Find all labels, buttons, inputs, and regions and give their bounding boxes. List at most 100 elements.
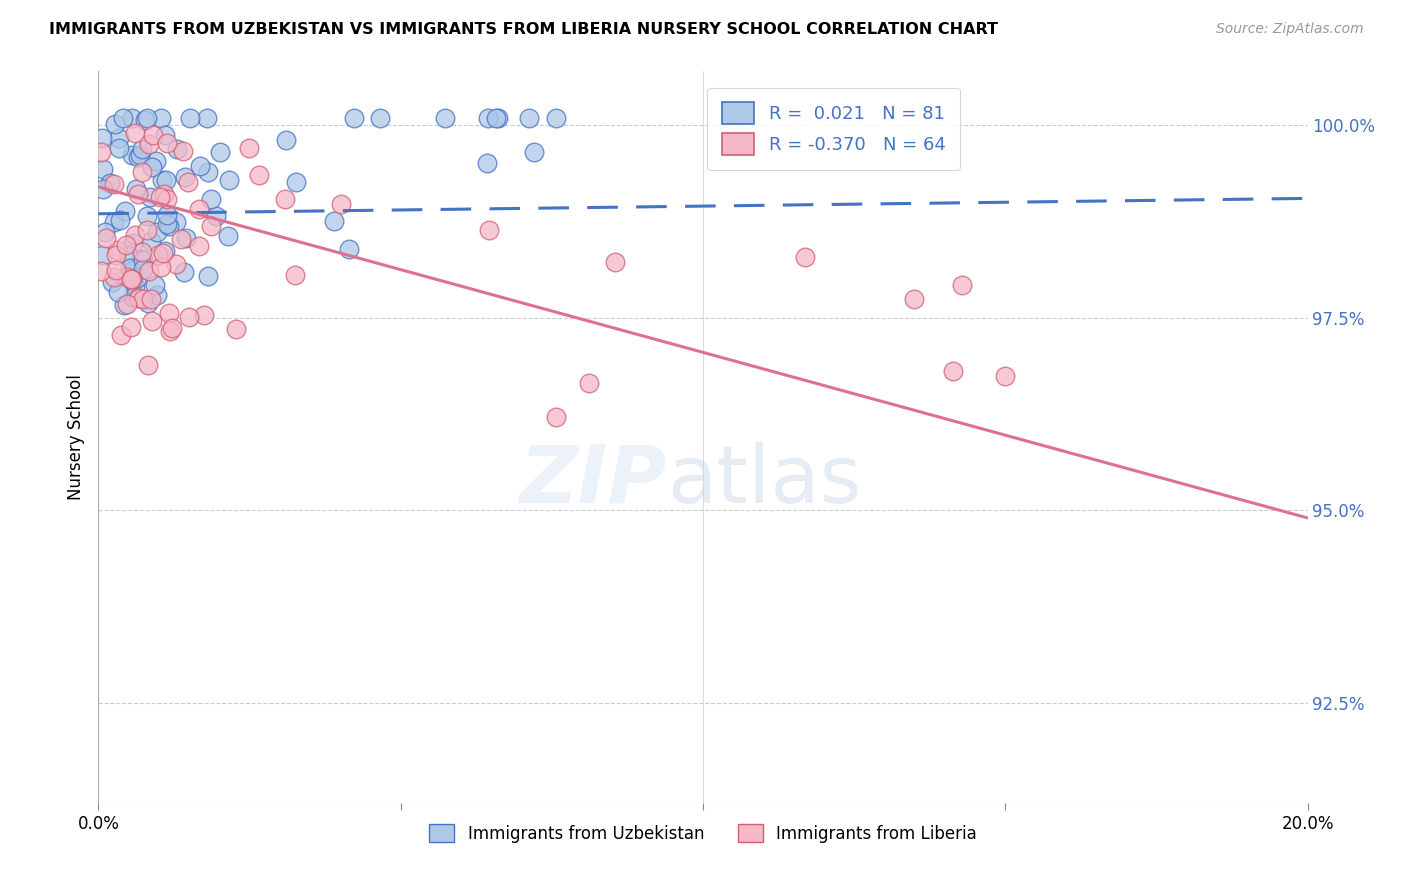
Point (112, 298, 135, 312)
Point (131, 165, 153, 179)
Point (121, 272, 143, 286)
Point (433, 111, 456, 125)
Text: atlas: atlas (666, 442, 860, 520)
Point (129, 147, 152, 161)
Point (141, 293, 163, 307)
Point (329, 197, 352, 211)
Point (284, 268, 307, 283)
Point (150, 172, 173, 186)
Point (135, 111, 157, 125)
Point (121, 147, 143, 161)
Point (323, 214, 346, 228)
Point (523, 145, 546, 160)
Point (197, 164, 219, 178)
Point (274, 192, 297, 206)
Point (142, 128, 165, 143)
Point (193, 308, 215, 322)
Point (90, 145, 112, 160)
Point (122, 289, 145, 303)
Point (274, 133, 297, 147)
Point (124, 227, 146, 242)
Point (188, 239, 211, 253)
Point (368, 111, 391, 125)
Point (111, 111, 134, 125)
Point (477, 223, 499, 237)
Point (108, 130, 131, 145)
Point (124, 182, 146, 196)
Point (129, 252, 152, 266)
Point (131, 143, 153, 157)
Point (128, 291, 150, 305)
Point (141, 160, 163, 174)
Point (91, 182, 114, 196)
Point (131, 245, 153, 260)
Point (141, 234, 163, 248)
Point (475, 156, 498, 170)
Point (121, 111, 143, 125)
Point (114, 238, 136, 252)
Point (115, 297, 138, 311)
Point (153, 128, 176, 142)
Point (124, 280, 146, 294)
Point (120, 320, 142, 334)
Point (135, 210, 157, 224)
Point (108, 212, 131, 227)
Point (179, 111, 201, 125)
Point (187, 202, 209, 216)
Point (942, 364, 965, 378)
Point (115, 269, 138, 284)
Point (485, 111, 508, 125)
Point (145, 153, 167, 168)
Y-axis label: Nursery School: Nursery School (67, 374, 86, 500)
Point (107, 285, 129, 299)
Point (477, 111, 499, 125)
Point (200, 219, 222, 233)
Point (179, 310, 201, 325)
Point (156, 193, 179, 207)
Point (156, 136, 179, 150)
Point (519, 111, 541, 125)
Point (159, 325, 181, 339)
Point (337, 242, 360, 256)
Point (114, 203, 136, 218)
Point (793, 251, 815, 265)
Point (145, 277, 167, 292)
Point (197, 268, 219, 283)
Point (91, 248, 114, 262)
Point (138, 263, 160, 277)
Point (107, 243, 129, 257)
Text: IMMIGRANTS FROM UZBEKISTAN VS IMMIGRANTS FROM LIBERIA NURSERY SCHOOL CORRELATION: IMMIGRANTS FROM UZBEKISTAN VS IMMIGRANTS… (49, 22, 998, 37)
Point (101, 275, 124, 289)
Point (165, 215, 187, 229)
Point (174, 231, 197, 245)
Point (98, 177, 121, 191)
Point (149, 111, 172, 125)
Point (132, 292, 155, 306)
Point (162, 320, 184, 334)
Point (238, 141, 260, 155)
Point (103, 177, 125, 191)
Point (166, 142, 188, 156)
Point (127, 186, 149, 201)
Point (157, 306, 180, 320)
Point (132, 261, 155, 276)
Point (156, 217, 179, 231)
Point (104, 117, 127, 131)
Point (146, 248, 169, 262)
Point (96, 231, 118, 245)
Point (149, 190, 172, 204)
Point (285, 175, 308, 189)
Point (138, 137, 160, 152)
Point (546, 410, 568, 425)
Point (165, 257, 187, 271)
Point (209, 145, 232, 159)
Point (225, 322, 247, 336)
Point (108, 141, 131, 155)
Point (605, 255, 627, 269)
Point (104, 262, 127, 277)
Point (132, 252, 155, 267)
Point (94, 225, 117, 239)
Point (578, 376, 600, 391)
Point (195, 111, 218, 125)
Point (343, 111, 366, 125)
